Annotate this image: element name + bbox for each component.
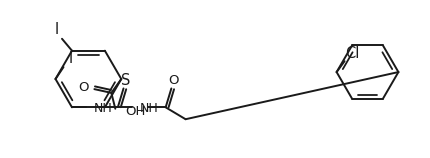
Text: S: S <box>121 73 130 88</box>
Text: Cl: Cl <box>344 46 359 61</box>
Text: OH: OH <box>125 105 145 118</box>
Text: I: I <box>55 22 59 37</box>
Text: O: O <box>168 74 178 87</box>
Text: NH: NH <box>94 102 112 115</box>
Text: O: O <box>78 81 88 94</box>
Text: I: I <box>68 51 72 66</box>
Text: NH: NH <box>139 102 158 115</box>
